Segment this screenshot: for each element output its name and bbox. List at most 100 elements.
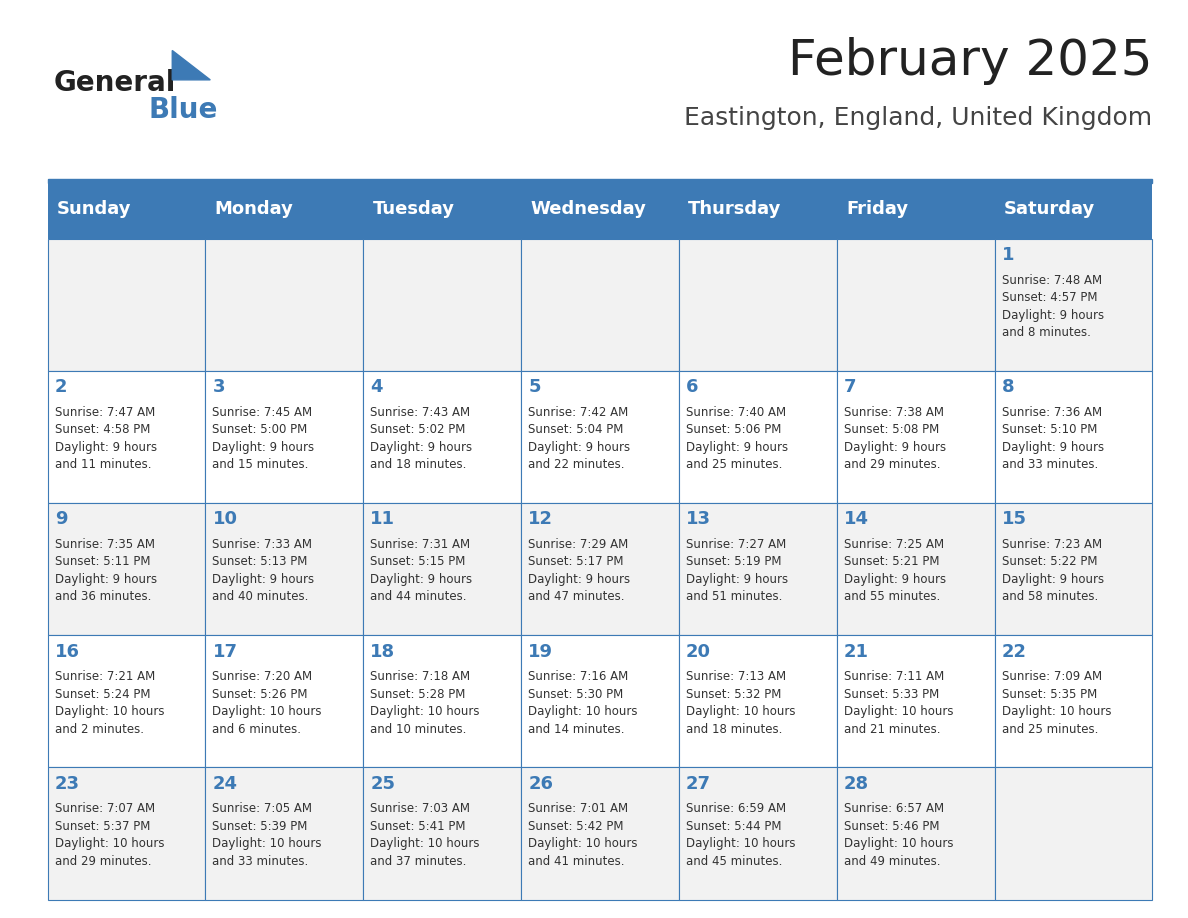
Bar (522, 179, 678, 239)
Bar (364, 503, 522, 635)
Text: 22: 22 (1001, 643, 1026, 661)
Text: Sunrise: 7:35 AM
Sunset: 5:11 PM
Daylight: 9 hours
and 36 minutes.: Sunrise: 7:35 AM Sunset: 5:11 PM Dayligh… (55, 538, 157, 603)
Text: 5: 5 (529, 378, 541, 397)
Bar (836, 239, 994, 371)
Bar (48, 503, 206, 635)
Text: 4: 4 (371, 378, 383, 397)
Bar (678, 179, 836, 239)
Text: Sunrise: 7:16 AM
Sunset: 5:30 PM
Daylight: 10 hours
and 14 minutes.: Sunrise: 7:16 AM Sunset: 5:30 PM Dayligh… (529, 670, 638, 735)
Text: Sunrise: 7:29 AM
Sunset: 5:17 PM
Daylight: 9 hours
and 47 minutes.: Sunrise: 7:29 AM Sunset: 5:17 PM Dayligh… (529, 538, 631, 603)
Text: Sunrise: 7:36 AM
Sunset: 5:10 PM
Daylight: 9 hours
and 33 minutes.: Sunrise: 7:36 AM Sunset: 5:10 PM Dayligh… (1001, 406, 1104, 471)
Text: 19: 19 (529, 643, 554, 661)
Polygon shape (172, 50, 210, 80)
Bar (994, 503, 1152, 635)
Text: Sunday: Sunday (57, 200, 132, 218)
Text: 28: 28 (843, 775, 868, 793)
Bar (994, 179, 1152, 239)
Text: 7: 7 (843, 378, 857, 397)
Text: Sunrise: 7:20 AM
Sunset: 5:26 PM
Daylight: 10 hours
and 6 minutes.: Sunrise: 7:20 AM Sunset: 5:26 PM Dayligh… (213, 670, 322, 735)
Bar (206, 503, 364, 635)
Bar (678, 371, 836, 503)
Text: Sunrise: 7:05 AM
Sunset: 5:39 PM
Daylight: 10 hours
and 33 minutes.: Sunrise: 7:05 AM Sunset: 5:39 PM Dayligh… (213, 802, 322, 868)
Bar (836, 371, 994, 503)
Text: 21: 21 (843, 643, 868, 661)
Text: Sunrise: 7:40 AM
Sunset: 5:06 PM
Daylight: 9 hours
and 25 minutes.: Sunrise: 7:40 AM Sunset: 5:06 PM Dayligh… (685, 406, 788, 471)
Text: 23: 23 (55, 775, 80, 793)
Text: 3: 3 (213, 378, 225, 397)
Bar (836, 503, 994, 635)
Bar (678, 767, 836, 900)
Text: General: General (53, 69, 176, 97)
Bar (994, 635, 1152, 767)
Text: Thursday: Thursday (688, 200, 782, 218)
Text: Sunrise: 7:03 AM
Sunset: 5:41 PM
Daylight: 10 hours
and 37 minutes.: Sunrise: 7:03 AM Sunset: 5:41 PM Dayligh… (371, 802, 480, 868)
Bar (364, 179, 522, 239)
Bar (364, 239, 522, 371)
Text: Sunrise: 7:11 AM
Sunset: 5:33 PM
Daylight: 10 hours
and 21 minutes.: Sunrise: 7:11 AM Sunset: 5:33 PM Dayligh… (843, 670, 953, 735)
Bar (206, 239, 364, 371)
Bar (678, 635, 836, 767)
Bar (994, 767, 1152, 900)
Text: Tuesday: Tuesday (373, 200, 455, 218)
Bar (206, 635, 364, 767)
Bar (48, 179, 1152, 183)
Text: 26: 26 (529, 775, 554, 793)
Text: 20: 20 (685, 643, 710, 661)
Bar (522, 503, 678, 635)
Text: 8: 8 (1001, 378, 1015, 397)
Bar (522, 239, 678, 371)
Bar (522, 767, 678, 900)
Text: Eastington, England, United Kingdom: Eastington, England, United Kingdom (684, 106, 1152, 129)
Bar (206, 371, 364, 503)
Bar (48, 635, 206, 767)
Text: 11: 11 (371, 510, 396, 529)
Text: 12: 12 (529, 510, 554, 529)
Bar (48, 767, 206, 900)
Bar (48, 371, 206, 503)
Text: Blue: Blue (148, 96, 217, 125)
Bar (364, 635, 522, 767)
Text: 14: 14 (843, 510, 868, 529)
Bar (678, 239, 836, 371)
Text: 16: 16 (55, 643, 80, 661)
Bar (836, 179, 994, 239)
Bar (678, 503, 836, 635)
Text: Sunrise: 7:25 AM
Sunset: 5:21 PM
Daylight: 9 hours
and 55 minutes.: Sunrise: 7:25 AM Sunset: 5:21 PM Dayligh… (843, 538, 946, 603)
Text: Sunrise: 7:07 AM
Sunset: 5:37 PM
Daylight: 10 hours
and 29 minutes.: Sunrise: 7:07 AM Sunset: 5:37 PM Dayligh… (55, 802, 164, 868)
Text: Sunrise: 6:57 AM
Sunset: 5:46 PM
Daylight: 10 hours
and 49 minutes.: Sunrise: 6:57 AM Sunset: 5:46 PM Dayligh… (843, 802, 953, 868)
Text: Sunrise: 7:09 AM
Sunset: 5:35 PM
Daylight: 10 hours
and 25 minutes.: Sunrise: 7:09 AM Sunset: 5:35 PM Dayligh… (1001, 670, 1111, 735)
Text: Sunrise: 7:45 AM
Sunset: 5:00 PM
Daylight: 9 hours
and 15 minutes.: Sunrise: 7:45 AM Sunset: 5:00 PM Dayligh… (213, 406, 315, 471)
Text: 10: 10 (213, 510, 238, 529)
Text: Monday: Monday (215, 200, 293, 218)
Text: Sunrise: 7:42 AM
Sunset: 5:04 PM
Daylight: 9 hours
and 22 minutes.: Sunrise: 7:42 AM Sunset: 5:04 PM Dayligh… (529, 406, 631, 471)
Bar (48, 179, 206, 239)
Bar (206, 767, 364, 900)
Text: 25: 25 (371, 775, 396, 793)
Text: Sunrise: 7:27 AM
Sunset: 5:19 PM
Daylight: 9 hours
and 51 minutes.: Sunrise: 7:27 AM Sunset: 5:19 PM Dayligh… (685, 538, 788, 603)
Text: 13: 13 (685, 510, 710, 529)
Bar (836, 767, 994, 900)
Text: Saturday: Saturday (1004, 200, 1095, 218)
Text: 2: 2 (55, 378, 68, 397)
Bar (836, 635, 994, 767)
Text: Sunrise: 7:01 AM
Sunset: 5:42 PM
Daylight: 10 hours
and 41 minutes.: Sunrise: 7:01 AM Sunset: 5:42 PM Dayligh… (529, 802, 638, 868)
Text: 24: 24 (213, 775, 238, 793)
Text: Sunrise: 7:21 AM
Sunset: 5:24 PM
Daylight: 10 hours
and 2 minutes.: Sunrise: 7:21 AM Sunset: 5:24 PM Dayligh… (55, 670, 164, 735)
Bar (522, 635, 678, 767)
Text: Sunrise: 7:13 AM
Sunset: 5:32 PM
Daylight: 10 hours
and 18 minutes.: Sunrise: 7:13 AM Sunset: 5:32 PM Dayligh… (685, 670, 796, 735)
Text: Sunrise: 7:48 AM
Sunset: 4:57 PM
Daylight: 9 hours
and 8 minutes.: Sunrise: 7:48 AM Sunset: 4:57 PM Dayligh… (1001, 274, 1104, 339)
Text: Sunrise: 7:38 AM
Sunset: 5:08 PM
Daylight: 9 hours
and 29 minutes.: Sunrise: 7:38 AM Sunset: 5:08 PM Dayligh… (843, 406, 946, 471)
Text: Sunrise: 6:59 AM
Sunset: 5:44 PM
Daylight: 10 hours
and 45 minutes.: Sunrise: 6:59 AM Sunset: 5:44 PM Dayligh… (685, 802, 796, 868)
Text: 1: 1 (1001, 246, 1015, 264)
Bar (206, 179, 364, 239)
Bar (994, 371, 1152, 503)
Bar (48, 239, 206, 371)
Text: Sunrise: 7:47 AM
Sunset: 4:58 PM
Daylight: 9 hours
and 11 minutes.: Sunrise: 7:47 AM Sunset: 4:58 PM Dayligh… (55, 406, 157, 471)
Text: 18: 18 (371, 643, 396, 661)
Bar (994, 239, 1152, 371)
Text: 17: 17 (213, 643, 238, 661)
Bar (522, 371, 678, 503)
Text: Sunrise: 7:33 AM
Sunset: 5:13 PM
Daylight: 9 hours
and 40 minutes.: Sunrise: 7:33 AM Sunset: 5:13 PM Dayligh… (213, 538, 315, 603)
Text: Sunrise: 7:18 AM
Sunset: 5:28 PM
Daylight: 10 hours
and 10 minutes.: Sunrise: 7:18 AM Sunset: 5:28 PM Dayligh… (371, 670, 480, 735)
Text: Sunrise: 7:43 AM
Sunset: 5:02 PM
Daylight: 9 hours
and 18 minutes.: Sunrise: 7:43 AM Sunset: 5:02 PM Dayligh… (371, 406, 473, 471)
